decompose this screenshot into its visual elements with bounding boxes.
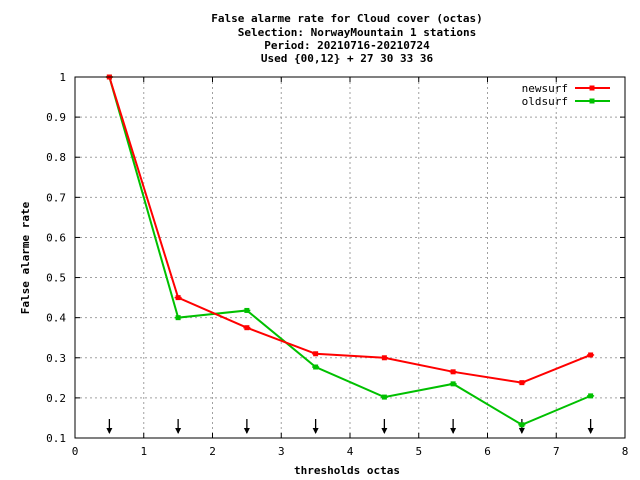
threshold-arrow: [106, 419, 113, 434]
threshold-arrow: [243, 419, 250, 434]
threshold-arrow: [450, 419, 457, 434]
legend-label-newsurf: newsurf: [522, 82, 568, 95]
y-tick-label: 0.4: [46, 312, 66, 325]
y-tick-label: 0.1: [46, 432, 66, 445]
y-tick-label: 0.8: [46, 151, 66, 164]
series-line-oldsurf: [108, 76, 592, 426]
legend-item-oldsurf: oldsurf: [522, 95, 610, 108]
threshold-arrow: [587, 419, 594, 434]
threshold-arrow-head: [312, 428, 319, 434]
y-tick-label: 1: [59, 71, 66, 84]
title-line-1: False alarme rate for Cloud cover (octas…: [211, 12, 483, 25]
x-tick-label: 6: [484, 445, 491, 458]
series-line-newsurf: [108, 76, 591, 384]
threshold-arrow: [175, 419, 182, 434]
x-tick-label: 8: [622, 445, 629, 458]
threshold-arrow: [381, 419, 388, 434]
threshold-arrow-head: [106, 428, 113, 434]
legend-item-newsurf: newsurf: [522, 82, 610, 95]
y-tick-label: 0.3: [46, 352, 66, 365]
title-line-4: Used {00,12} + 27 30 33 36: [261, 52, 434, 65]
x-tick-label: 2: [209, 445, 216, 458]
x-tick-label: 5: [415, 445, 422, 458]
threshold-arrow-head: [381, 428, 388, 434]
x-tick-label: 4: [347, 445, 354, 458]
chart-title: False alarme rate for Cloud cover (octas…: [211, 12, 483, 65]
x-tick-label: 7: [553, 445, 560, 458]
y-tick-label: 0.2: [46, 392, 66, 405]
threshold-arrow-head: [243, 428, 250, 434]
legend-label-oldsurf: oldsurf: [522, 95, 568, 108]
grid: [75, 77, 625, 438]
y-tick-label: 0.7: [46, 191, 66, 204]
x-tick-label: 1: [140, 445, 147, 458]
threshold-arrow-head: [518, 428, 525, 434]
x-axis-label: thresholds octas: [294, 464, 400, 477]
title-line-3: Period: 20210716-20210724: [264, 39, 430, 52]
axis-ticks: 0 1 2 3 4 5 6 7 8 0.1 0.2 0.3 0.4 0.5 0.6 0.7 0.8 0.9 1: [46, 71, 628, 458]
y-tick-label: 0.6: [46, 231, 66, 244]
threshold-arrow: [312, 419, 319, 434]
y-axis-label: False alarme rate: [19, 201, 32, 314]
y-tick-label: 0.5: [46, 272, 66, 285]
threshold-arrow-head: [450, 428, 457, 434]
title-line-2: Selection: NorwayMountain 1 stations: [238, 26, 476, 39]
x-tick-label: 3: [278, 445, 285, 458]
threshold-markers: [106, 419, 594, 434]
x-tick-label: 0: [72, 445, 79, 458]
threshold-arrow-head: [175, 428, 182, 434]
series-group: [105, 74, 595, 428]
y-tick-label: 0.9: [46, 111, 66, 124]
threshold-arrow-head: [587, 428, 594, 434]
